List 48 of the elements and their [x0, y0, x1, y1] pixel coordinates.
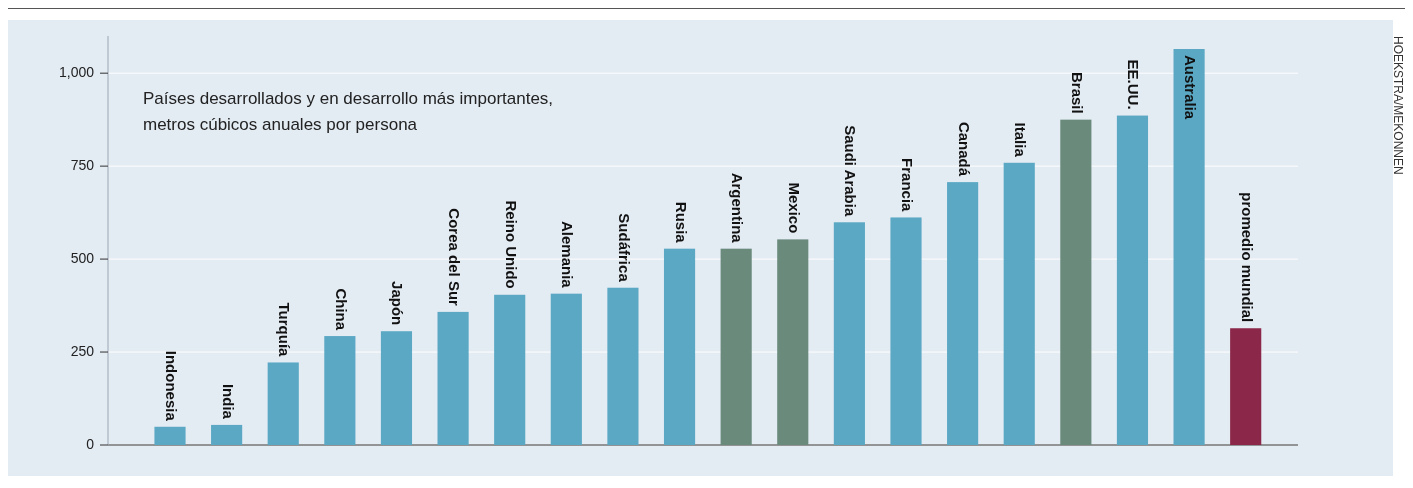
y-tick-label: 1,000: [58, 63, 95, 80]
bar: [324, 336, 356, 445]
x-tick-label: Turquía: [276, 302, 294, 358]
x-tick-label: EE.UU.: [1125, 59, 1143, 110]
bar: [947, 182, 979, 445]
x-tick-label: India: [219, 383, 237, 420]
bar: [437, 311, 469, 445]
bar: [890, 217, 922, 445]
x-tick-label: Australia: [1182, 55, 1200, 120]
text: metros cúbicos anuales por persona: [143, 115, 418, 134]
text: Países desarrollados y en desarrollo más importantes,: [143, 89, 554, 108]
bar: [550, 293, 582, 445]
y-tick-label: 250: [70, 342, 95, 359]
bar: [494, 294, 526, 445]
text: HOEKSTRA/MEKONNEN: [1390, 36, 1405, 175]
x-tick-label: Corea del Sur: [446, 208, 464, 307]
bar: [267, 362, 299, 445]
bar: [1230, 328, 1262, 445]
y-tick-label: 0: [86, 435, 95, 452]
x-tick-label: Brasil: [1068, 71, 1086, 114]
x-tick-label: Alemania: [559, 220, 577, 289]
bar: [211, 424, 243, 445]
bar: [663, 248, 696, 445]
bar: [777, 239, 809, 445]
x-tick-label: Mexico: [785, 182, 803, 234]
x-tick-label: Argentina: [729, 172, 747, 244]
bar: [1173, 49, 1205, 445]
x-tick-label: China: [332, 288, 350, 331]
bar: [833, 222, 865, 445]
bar: [154, 426, 186, 445]
x-tick-label: Francia: [899, 158, 917, 213]
bar: [1003, 162, 1035, 445]
bar: [607, 287, 639, 445]
x-tick-label: Japón: [389, 281, 407, 326]
x-tick-label: promedio mundial: [1238, 192, 1256, 323]
bar: [1060, 119, 1092, 445]
x-tick-label: Indonesia: [163, 350, 181, 422]
y-tick-label: 750: [70, 156, 95, 173]
x-tick-label: Sudáfrica: [615, 213, 633, 283]
x-tick-label: Saudi Arabia: [842, 125, 860, 217]
x-tick-label: Canadá: [955, 121, 973, 177]
x-tick-label: Reino Unido: [502, 200, 520, 289]
bar: [380, 331, 413, 445]
x-tick-label: Italia: [1012, 122, 1030, 158]
bar: [720, 248, 752, 445]
bar: [1116, 115, 1149, 445]
x-tick-label: Rusia: [672, 201, 690, 244]
y-tick-label: 500: [70, 249, 95, 266]
